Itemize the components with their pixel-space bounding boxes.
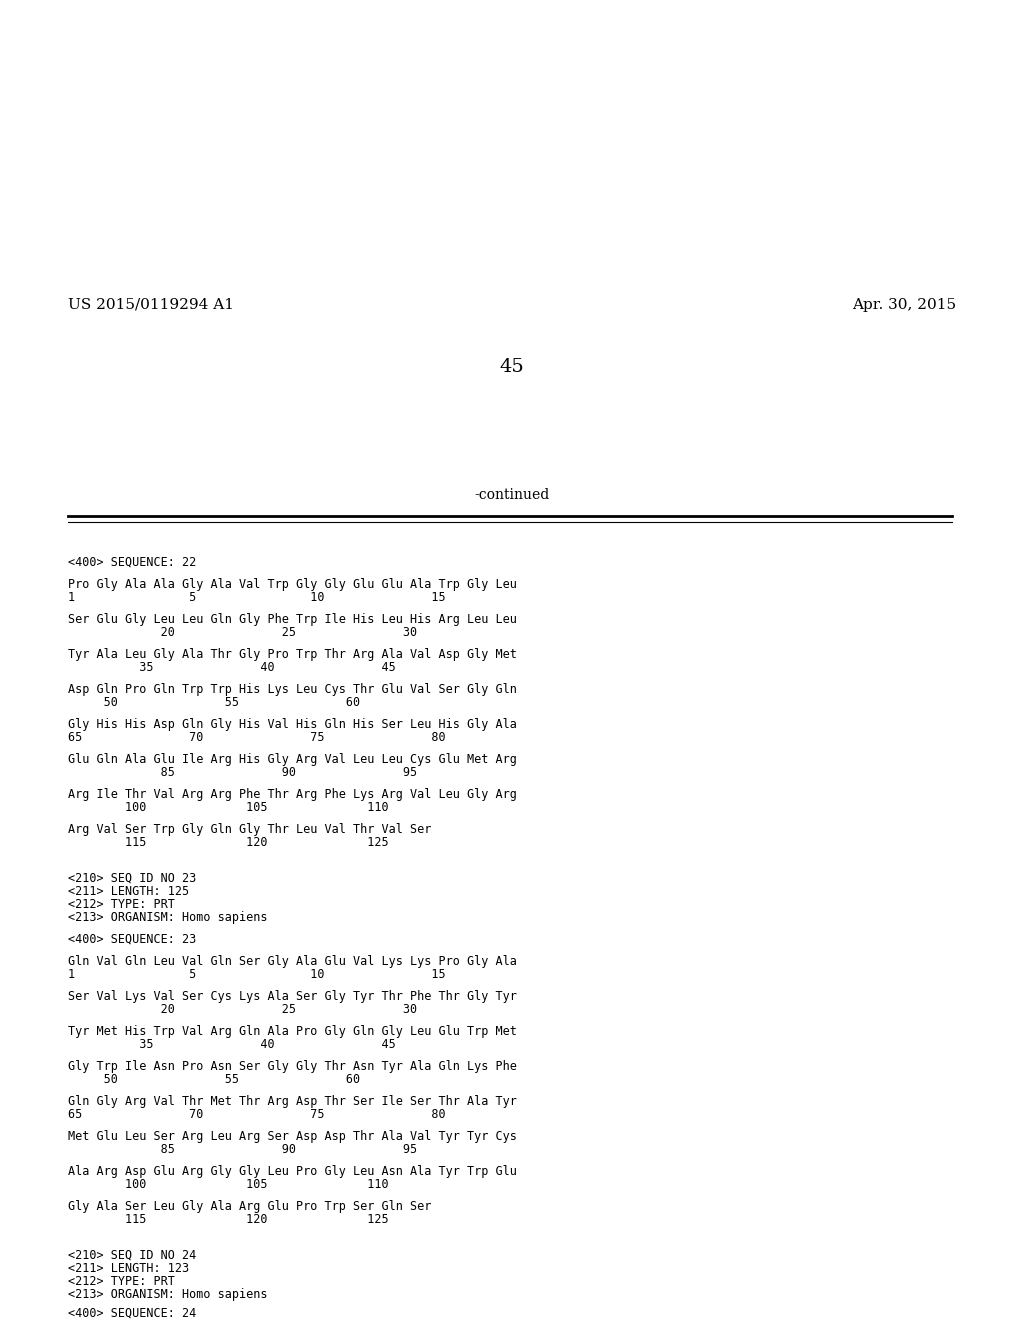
Text: 100              105              110: 100 105 110 [68,1177,389,1191]
Text: 20               25               30: 20 25 30 [68,1003,417,1016]
Text: 65               70               75               80: 65 70 75 80 [68,1107,445,1121]
Text: 50               55               60: 50 55 60 [68,696,360,709]
Text: 115              120              125: 115 120 125 [68,836,389,849]
Text: 85               90               95: 85 90 95 [68,1143,417,1156]
Text: Arg Val Ser Trp Gly Gln Gly Thr Leu Val Thr Val Ser: Arg Val Ser Trp Gly Gln Gly Thr Leu Val … [68,822,431,836]
Text: <400> SEQUENCE: 22: <400> SEQUENCE: 22 [68,556,197,569]
Text: 50               55               60: 50 55 60 [68,1073,360,1086]
Text: 35               40               45: 35 40 45 [68,661,395,675]
Text: Asp Gln Pro Gln Trp Trp His Lys Leu Cys Thr Glu Val Ser Gly Gln: Asp Gln Pro Gln Trp Trp His Lys Leu Cys … [68,682,517,696]
Text: -continued: -continued [474,488,550,502]
Text: 65               70               75               80: 65 70 75 80 [68,731,445,744]
Text: 45: 45 [500,358,524,376]
Text: Apr. 30, 2015: Apr. 30, 2015 [852,298,956,312]
Text: <212> TYPE: PRT: <212> TYPE: PRT [68,1275,175,1288]
Text: Tyr Met His Trp Val Arg Gln Ala Pro Gly Gln Gly Leu Glu Trp Met: Tyr Met His Trp Val Arg Gln Ala Pro Gly … [68,1026,517,1038]
Text: Ala Arg Asp Glu Arg Gly Gly Leu Pro Gly Leu Asn Ala Tyr Trp Glu: Ala Arg Asp Glu Arg Gly Gly Leu Pro Gly … [68,1166,517,1177]
Text: Ser Glu Gly Leu Leu Gln Gly Phe Trp Ile His Leu His Arg Leu Leu: Ser Glu Gly Leu Leu Gln Gly Phe Trp Ile … [68,612,517,626]
Text: Gln Val Gln Leu Val Gln Ser Gly Ala Glu Val Lys Lys Pro Gly Ala: Gln Val Gln Leu Val Gln Ser Gly Ala Glu … [68,954,517,968]
Text: Gly His His Asp Gln Gly His Val His Gln His Ser Leu His Gly Ala: Gly His His Asp Gln Gly His Val His Gln … [68,718,517,731]
Text: <211> LENGTH: 123: <211> LENGTH: 123 [68,1262,189,1275]
Text: 1                5                10               15: 1 5 10 15 [68,968,445,981]
Text: 85               90               95: 85 90 95 [68,766,417,779]
Text: 35               40               45: 35 40 45 [68,1038,395,1051]
Text: 20               25               30: 20 25 30 [68,626,417,639]
Text: Pro Gly Ala Ala Gly Ala Val Trp Gly Gly Glu Glu Ala Trp Gly Leu: Pro Gly Ala Ala Gly Ala Val Trp Gly Gly … [68,578,517,591]
Text: <213> ORGANISM: Homo sapiens: <213> ORGANISM: Homo sapiens [68,1288,267,1302]
Text: Tyr Ala Leu Gly Ala Thr Gly Pro Trp Thr Arg Ala Val Asp Gly Met: Tyr Ala Leu Gly Ala Thr Gly Pro Trp Thr … [68,648,517,661]
Text: 100              105              110: 100 105 110 [68,801,389,814]
Text: <400> SEQUENCE: 24: <400> SEQUENCE: 24 [68,1307,197,1320]
Text: <212> TYPE: PRT: <212> TYPE: PRT [68,898,175,911]
Text: Arg Ile Thr Val Arg Arg Phe Thr Arg Phe Lys Arg Val Leu Gly Arg: Arg Ile Thr Val Arg Arg Phe Thr Arg Phe … [68,788,517,801]
Text: Glu Gln Ala Glu Ile Arg His Gly Arg Val Leu Leu Cys Glu Met Arg: Glu Gln Ala Glu Ile Arg His Gly Arg Val … [68,752,517,766]
Text: US 2015/0119294 A1: US 2015/0119294 A1 [68,298,234,312]
Text: <213> ORGANISM: Homo sapiens: <213> ORGANISM: Homo sapiens [68,911,267,924]
Text: <400> SEQUENCE: 23: <400> SEQUENCE: 23 [68,933,197,946]
Text: Gln Gly Arg Val Thr Met Thr Arg Asp Thr Ser Ile Ser Thr Ala Tyr: Gln Gly Arg Val Thr Met Thr Arg Asp Thr … [68,1096,517,1107]
Text: Gly Trp Ile Asn Pro Asn Ser Gly Gly Thr Asn Tyr Ala Gln Lys Phe: Gly Trp Ile Asn Pro Asn Ser Gly Gly Thr … [68,1060,517,1073]
Text: Ser Val Lys Val Ser Cys Lys Ala Ser Gly Tyr Thr Phe Thr Gly Tyr: Ser Val Lys Val Ser Cys Lys Ala Ser Gly … [68,990,517,1003]
Text: 115              120              125: 115 120 125 [68,1213,389,1226]
Text: <210> SEQ ID NO 23: <210> SEQ ID NO 23 [68,873,197,884]
Text: Gly Ala Ser Leu Gly Ala Arg Glu Pro Trp Ser Gln Ser: Gly Ala Ser Leu Gly Ala Arg Glu Pro Trp … [68,1200,431,1213]
Text: <211> LENGTH: 125: <211> LENGTH: 125 [68,884,189,898]
Text: 1                5                10               15: 1 5 10 15 [68,591,445,605]
Text: <210> SEQ ID NO 24: <210> SEQ ID NO 24 [68,1249,197,1262]
Text: Met Glu Leu Ser Arg Leu Arg Ser Asp Asp Thr Ala Val Tyr Tyr Cys: Met Glu Leu Ser Arg Leu Arg Ser Asp Asp … [68,1130,517,1143]
